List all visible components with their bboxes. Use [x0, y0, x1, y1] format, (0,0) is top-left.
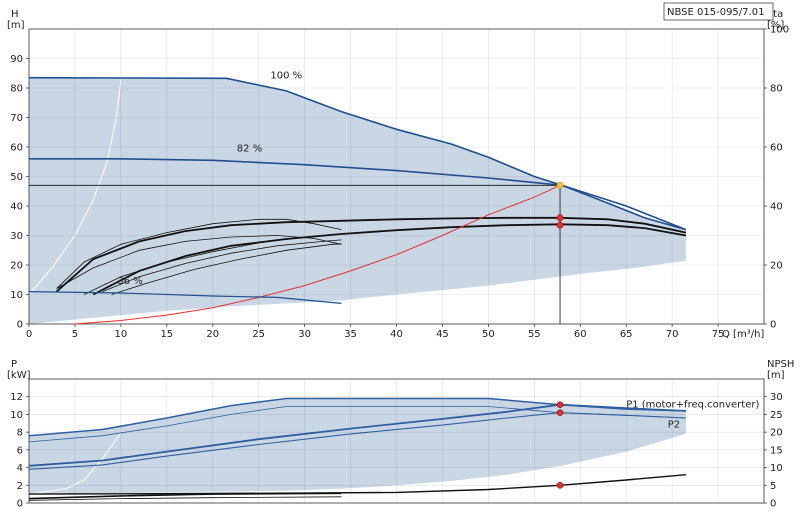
left-axis-label: H	[11, 9, 19, 20]
model-label-box: NBSE 015-095/7.01	[663, 2, 774, 21]
x-tick-label: 25	[252, 329, 265, 340]
npsh-curve	[28, 474, 686, 495]
duty-point	[556, 481, 564, 489]
left-tick-label: 4	[17, 463, 23, 474]
x-tick-label: 50	[482, 329, 495, 340]
speed-curve-label: 100 %	[270, 70, 302, 81]
power-curve-label: P1 (motor+freq.converter)	[626, 400, 759, 411]
x-tick-label: 60	[574, 329, 587, 340]
x-axis-label: Q [m³/h]	[722, 329, 764, 340]
left-tick-label: 10	[10, 410, 23, 421]
left-axis-unit: [m]	[7, 20, 25, 31]
speed-curve	[28, 76, 687, 231]
right-axis-label: eta	[767, 9, 783, 20]
efficiency-curve	[83, 233, 342, 295]
plot-frame	[28, 378, 765, 504]
power-curve	[28, 397, 686, 437]
power-curve	[28, 496, 342, 501]
left-tick-label: 2	[17, 481, 23, 492]
left-tick-label: 40	[10, 202, 23, 213]
left-tick-label: 6	[17, 445, 23, 456]
right-tick-label: 15	[770, 445, 783, 456]
right-tick-label: 30	[770, 392, 783, 403]
right-tick-label: 100	[770, 25, 789, 36]
region-boundary	[28, 79, 122, 295]
power-curve	[28, 406, 686, 443]
right-tick-label: 0	[770, 320, 776, 331]
right-axis-label: NPSH	[767, 359, 794, 370]
left-tick-label: 8	[17, 428, 23, 439]
left-tick-label: 20	[10, 261, 23, 272]
model-label: NBSE 015-095/7.01	[667, 7, 764, 18]
region-boundary	[28, 432, 122, 495]
right-tick-label: 80	[770, 84, 783, 95]
head-chart-panel: 0102030405060708090020406080100H[m]eta[%…	[7, 9, 789, 340]
x-tick-label: 65	[620, 329, 633, 340]
right-tick-label: 40	[770, 202, 783, 213]
x-tick-label: 35	[344, 329, 357, 340]
system-curve	[74, 184, 561, 325]
x-tick-label: 55	[528, 329, 541, 340]
x-tick-label: 70	[666, 329, 679, 340]
right-tick-label: 0	[770, 499, 776, 510]
duty-point	[556, 409, 564, 416]
left-tick-label: 70	[10, 113, 23, 124]
power-curve-label: P2	[668, 420, 680, 431]
right-tick-label: 60	[770, 143, 783, 154]
x-tick-label: 75	[712, 329, 725, 340]
left-tick-label: 90	[10, 54, 23, 65]
efficiency-curve	[56, 235, 342, 289]
right-tick-label: 10	[770, 463, 783, 474]
x-tick-label: 5	[72, 329, 78, 340]
speed-curve-label: 82 %	[237, 143, 262, 154]
x-tick-label: 45	[436, 329, 449, 340]
left-tick-label: 0	[17, 499, 23, 510]
power-chart-panel: 0 2 4 6 8 10 12 0 5 10 15 20 25 30 P[kW] NPSH[m] P1 (mot…	[7, 359, 794, 510]
x-tick-label: 10	[115, 329, 128, 340]
operating-region	[29, 398, 686, 495]
duty-point	[556, 181, 564, 189]
left-axis-label: P	[11, 359, 17, 370]
speed-curve	[29, 158, 687, 231]
left-tick-label: 0	[17, 320, 23, 331]
left-tick-label: 50	[10, 172, 23, 183]
efficiency-curve	[56, 216, 687, 293]
right-tick-label: 20	[770, 261, 783, 272]
operating-region	[29, 77, 686, 324]
duty-point	[556, 221, 564, 229]
left-tick-label: 12	[10, 392, 23, 403]
duty-point	[556, 401, 564, 408]
right-tick-label: 25	[770, 410, 783, 421]
left-tick-label: 80	[10, 84, 23, 95]
left-axis-unit: [kW]	[7, 370, 31, 381]
speed-curve-label: 36 %	[117, 276, 142, 287]
right-axis-unit: [m]	[767, 370, 785, 381]
x-tick-label: 15	[160, 329, 173, 340]
duty-point	[556, 214, 564, 222]
right-tick-label: 5	[770, 481, 776, 492]
right-axis-unit: [%]	[767, 20, 784, 31]
efficiency-curve	[92, 223, 687, 296]
right-tick-label: 20	[770, 428, 783, 439]
left-tick-label: 10	[10, 290, 23, 301]
efficiency-curve	[56, 218, 342, 289]
efficiency-curve	[102, 239, 342, 292]
speed-curve	[28, 291, 342, 304]
x-tick-label: 40	[390, 329, 403, 340]
x-tick-label: 20	[206, 329, 219, 340]
left-tick-label: 30	[10, 231, 23, 242]
x-tick-label: 0	[26, 329, 32, 340]
efficiency-curve	[111, 243, 342, 295]
left-tick-label: 60	[10, 143, 23, 154]
x-tick-label: 30	[298, 329, 311, 340]
